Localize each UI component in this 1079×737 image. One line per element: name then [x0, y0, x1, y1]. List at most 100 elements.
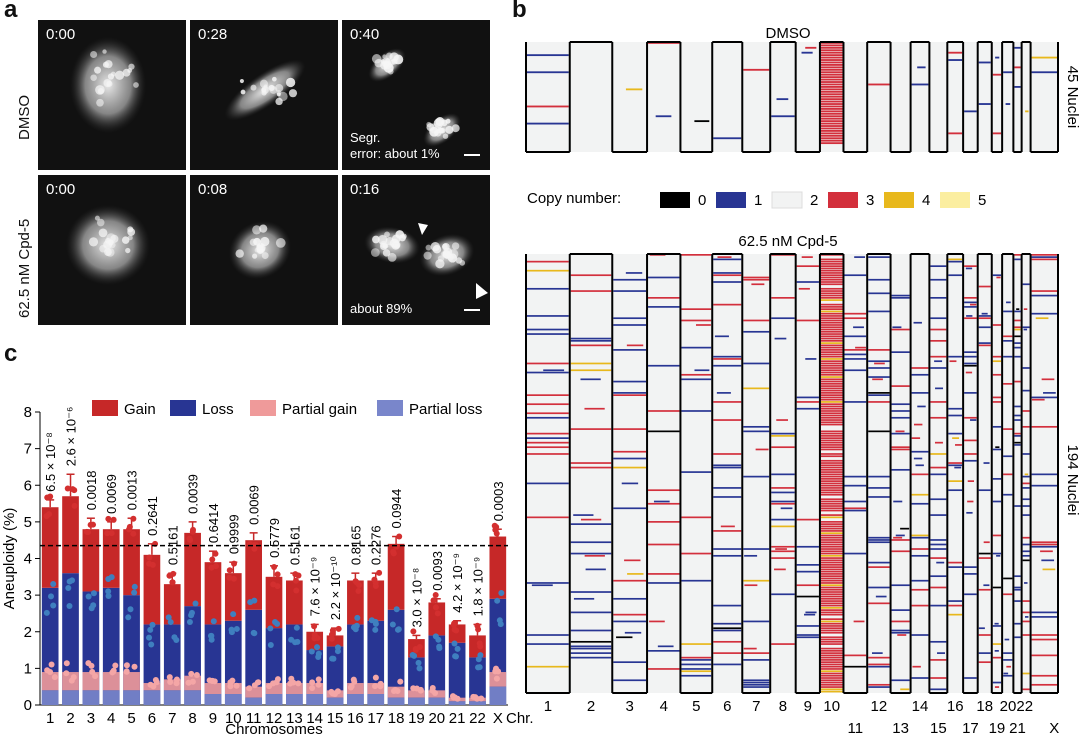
copy-number-segment: [911, 367, 929, 369]
copy-number-segment: [820, 412, 843, 415]
heatmap-side-label-top: 45 Nuclei: [1064, 66, 1079, 129]
replicate-dot: [169, 579, 176, 586]
replicate-dot: [250, 629, 257, 636]
copy-number-segment: [964, 355, 977, 358]
copy-number-segment: [868, 487, 890, 489]
replicate-dot: [267, 625, 274, 632]
replicate-dot: [394, 687, 401, 694]
copy-number-segment: [796, 545, 819, 548]
replicate-dot: [188, 670, 195, 677]
copy-number-segment: [771, 473, 795, 476]
copy-number-segment: [966, 511, 973, 514]
replicate-dot: [311, 623, 318, 630]
replicate-dot: [335, 625, 342, 632]
copy-number-segment: [1014, 636, 1021, 639]
copy-number-segment: [891, 296, 910, 299]
bar-gain: [102, 529, 120, 588]
copy-number-segment: [1031, 294, 1057, 297]
replicate-dot: [193, 672, 200, 679]
copy-number-segment: [820, 382, 843, 385]
copy-number-segment: [994, 686, 1000, 688]
bar-partial-gain: [204, 683, 222, 695]
copy-number-segment: [1031, 396, 1057, 399]
bar-partial-loss: [286, 694, 303, 705]
copy-number-segment: [978, 588, 991, 591]
bar-partial-loss: [367, 694, 385, 705]
p-value-label: 0.5161: [287, 525, 302, 565]
copy-number-segment: [820, 139, 843, 142]
copy-number-segment: [891, 432, 910, 435]
replicate-dot: [309, 679, 316, 686]
copy-number-segment: [648, 582, 680, 584]
legend-label: 4: [922, 192, 930, 209]
copy-number-segment: [820, 487, 843, 489]
note-line: error: about 1%: [350, 146, 440, 161]
copy-number-segment: [527, 54, 569, 57]
copy-number-segment: [713, 258, 742, 261]
copy-number-segment: [1031, 71, 1057, 74]
x-tick-label: 9: [209, 710, 217, 727]
copy-number-segment: [820, 267, 843, 270]
copy-number-segment: [820, 346, 843, 349]
copy-number-segment: [616, 636, 633, 639]
p-value-label: 2.6 × 10⁻⁶: [64, 407, 79, 467]
copy-number-segment: [713, 464, 742, 467]
copy-number-segment: [820, 647, 843, 650]
p-value-label: 2.2 × 10⁻¹⁰: [328, 556, 343, 620]
copy-number-segment: [743, 652, 770, 654]
copy-number-segment: [820, 597, 843, 600]
copy-number-segment: [657, 645, 674, 648]
copy-number-segment: [681, 643, 712, 645]
bar-partial-loss: [306, 694, 324, 705]
copy-number-segment: [570, 640, 612, 643]
copy-number-segment: [1031, 674, 1057, 677]
copy-number-segment: [820, 690, 843, 693]
panel-label-a: a: [4, 0, 18, 23]
copy-number-segment: [820, 137, 843, 140]
replicate-dot: [394, 626, 401, 633]
copy-number-segment: [820, 362, 843, 365]
bar-partial-loss: [102, 690, 120, 705]
legend-label: 2: [810, 192, 818, 209]
replicate-dot: [498, 590, 505, 597]
bar-gain: [123, 529, 140, 596]
replicate-dot: [85, 593, 92, 600]
copy-number-segment: [820, 679, 843, 682]
copy-number-segment: [992, 643, 1002, 645]
copy-number-segment: [992, 500, 1002, 503]
copy-number-segment: [805, 358, 817, 360]
copy-number-segment: [570, 462, 612, 464]
copy-number-segment: [771, 432, 795, 435]
copy-number-segment: [1031, 425, 1057, 428]
copy-number-segment: [820, 453, 843, 455]
copy-number-segment: [820, 480, 843, 482]
copy-number-segment: [930, 328, 947, 331]
copy-number-segment: [820, 125, 843, 127]
chr-label-top: 1: [544, 698, 552, 715]
copy-number-segment: [743, 679, 770, 682]
copy-number-segment: [820, 593, 843, 596]
copy-number-segment: [820, 353, 843, 356]
copy-number-segment: [891, 328, 910, 331]
copy-number-segment: [820, 507, 843, 510]
copy-number-segment: [1014, 588, 1021, 591]
x-tick-label: 18: [388, 710, 405, 727]
copy-number-segment: [820, 59, 843, 61]
copy-number-segment: [820, 600, 843, 602]
copy-number-segment: [820, 611, 843, 614]
replicate-dot: [430, 597, 437, 604]
copy-number-segment: [930, 543, 947, 546]
copy-number-segment: [995, 446, 1000, 449]
copy-number-segment: [820, 577, 843, 580]
copy-number-segment: [820, 625, 843, 627]
copy-number-segment: [713, 274, 742, 277]
replicate-dot: [470, 693, 477, 700]
copy-number-segment: [820, 401, 843, 403]
replicate-dot: [109, 669, 116, 676]
copy-number-segment: [743, 686, 770, 688]
arrowhead-icon: [476, 283, 488, 299]
copy-number-segment: [527, 403, 569, 406]
p-value-label: 0.2641: [145, 496, 160, 536]
copy-number-segment: [613, 392, 647, 394]
copy-number-segment: [717, 256, 732, 258]
